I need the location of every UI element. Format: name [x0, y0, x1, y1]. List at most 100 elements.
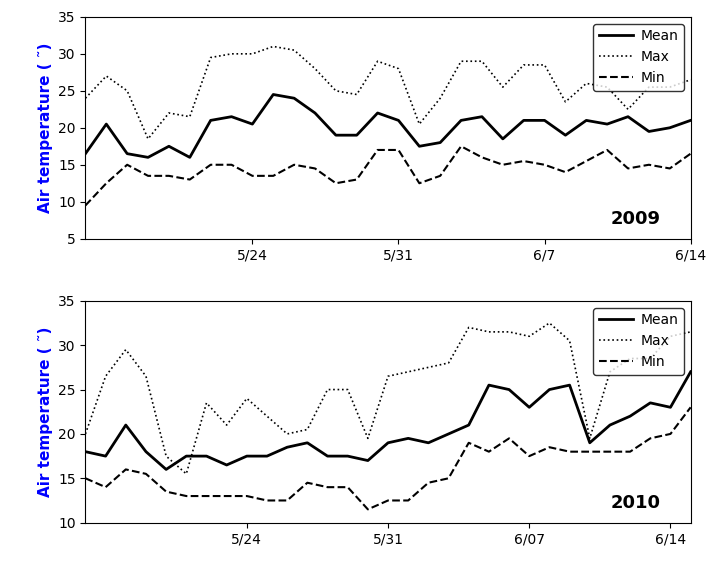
Min: [310, 165, 319, 172]
Mean: [644, 128, 653, 135]
Mean: [122, 422, 130, 428]
Min: [186, 176, 194, 183]
Mean: [373, 110, 382, 116]
Max: [202, 400, 211, 406]
Max: [162, 453, 170, 460]
Mean: [525, 404, 533, 411]
Max: [444, 360, 453, 366]
Min: [81, 475, 90, 482]
Max: [81, 95, 90, 102]
Min: [269, 173, 278, 179]
Mean: [227, 114, 236, 120]
Mean: [81, 448, 90, 455]
Min: [263, 497, 271, 504]
Line: Min: Min: [85, 146, 691, 206]
Mean: [520, 117, 528, 124]
Mean: [310, 110, 319, 116]
Min: [343, 484, 352, 491]
Max: [206, 54, 215, 61]
Mean: [303, 439, 312, 446]
Max: [290, 47, 298, 53]
Max: [343, 386, 352, 393]
Mean: [424, 439, 433, 446]
Max: [582, 80, 590, 87]
Max: [142, 373, 150, 379]
Min: [565, 448, 574, 455]
Max: [478, 58, 486, 65]
Max: [644, 84, 653, 90]
Mean: [101, 453, 110, 460]
Min: [686, 150, 695, 157]
Y-axis label: Air temperature ( ˜): Air temperature ( ˜): [38, 43, 53, 213]
Max: [415, 121, 424, 128]
Min: [102, 180, 110, 187]
Max: [565, 337, 574, 344]
Max: [424, 364, 433, 371]
Min: [498, 161, 507, 168]
Max: [464, 324, 473, 331]
Min: [436, 173, 444, 179]
Min: [283, 497, 291, 504]
Min: [222, 493, 231, 500]
Mean: [415, 143, 424, 149]
Mean: [162, 466, 170, 473]
Max: [303, 426, 312, 433]
Mean: [666, 404, 675, 411]
Line: Max: Max: [85, 47, 691, 139]
Max: [144, 135, 152, 142]
Min: [122, 466, 130, 473]
Mean: [283, 444, 291, 451]
Min: [415, 180, 424, 187]
Mean: [464, 422, 473, 428]
Mean: [182, 453, 191, 460]
Min: [505, 435, 513, 442]
Mean: [436, 139, 444, 146]
Max: [686, 76, 695, 83]
Max: [394, 65, 403, 72]
Text: 2010: 2010: [610, 493, 661, 511]
Max: [243, 395, 251, 402]
Mean: [485, 382, 493, 388]
Mean: [144, 154, 152, 161]
Mean: [565, 382, 574, 388]
Max: [540, 62, 549, 69]
Min: [352, 176, 361, 183]
Mean: [666, 124, 674, 131]
Mean: [561, 132, 570, 139]
Max: [186, 114, 194, 120]
Min: [144, 173, 152, 179]
Min: [404, 497, 412, 504]
Min: [585, 448, 594, 455]
Mean: [582, 117, 590, 124]
Mean: [364, 457, 372, 464]
Max: [364, 435, 372, 442]
Min: [101, 484, 110, 491]
Min: [332, 180, 340, 187]
Mean: [243, 453, 251, 460]
Mean: [81, 150, 90, 157]
Max: [101, 373, 110, 379]
Mean: [384, 439, 392, 446]
Min: [248, 173, 256, 179]
Mean: [323, 453, 332, 460]
Max: [269, 43, 278, 50]
Min: [686, 404, 695, 411]
Max: [384, 373, 392, 379]
Min: [464, 439, 473, 446]
Max: [505, 329, 513, 336]
Min: [444, 475, 453, 482]
Min: [394, 147, 403, 153]
Max: [323, 386, 332, 393]
Max: [646, 355, 654, 362]
Max: [585, 435, 594, 442]
Mean: [222, 461, 231, 468]
Min: [162, 488, 170, 495]
Mean: [102, 121, 110, 128]
Mean: [248, 121, 256, 128]
Max: [626, 355, 634, 362]
Mean: [269, 91, 278, 98]
Max: [248, 51, 256, 57]
Mean: [142, 448, 150, 455]
Min: [582, 158, 590, 165]
Min: [644, 161, 653, 168]
